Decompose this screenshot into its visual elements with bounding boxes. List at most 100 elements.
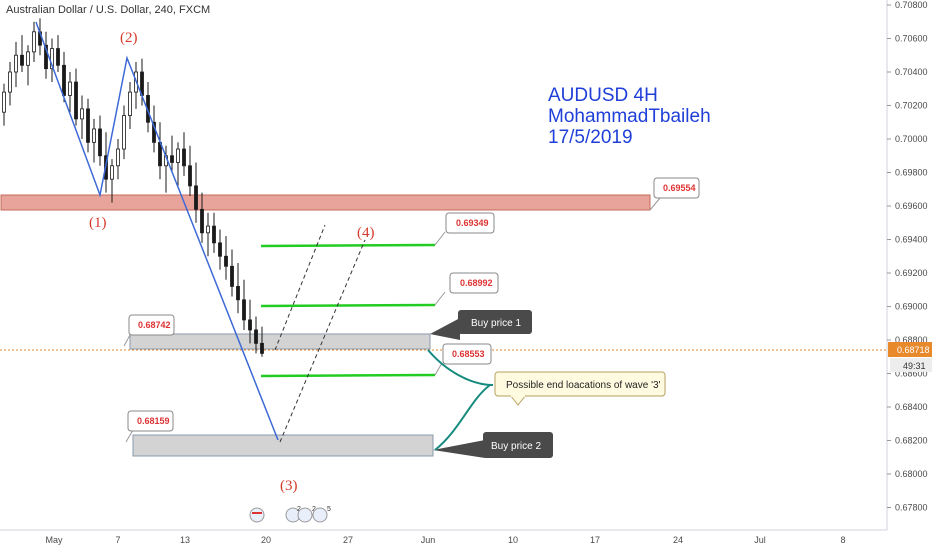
price-axis-ticks: 0.70800 0.70600 0.70400 0.70200 0.70000 0.698… bbox=[887, 0, 928, 513]
price-tick-label: 0.68600 bbox=[895, 369, 928, 379]
target-line-069349[interactable] bbox=[260, 243, 436, 248]
target-line-068992[interactable] bbox=[260, 303, 436, 308]
event-badge-count-3: 5 bbox=[327, 506, 331, 513]
callout-068159[interactable]: 0.68159 bbox=[125, 410, 174, 443]
target-line-068553[interactable] bbox=[260, 373, 436, 378]
annotation-line-2: MohammadTbaileh bbox=[548, 106, 711, 127]
current-price-text: 0.68718 bbox=[897, 345, 930, 355]
candle-body[interactable] bbox=[20, 54, 24, 66]
candle-body[interactable] bbox=[122, 115, 126, 150]
time-tick-label: 27 bbox=[343, 535, 353, 545]
candle-body[interactable] bbox=[254, 329, 258, 344]
price-tick-label: 0.70600 bbox=[895, 34, 928, 44]
projection-line-a[interactable] bbox=[274, 224, 326, 351]
price-tick-label: 0.68200 bbox=[895, 436, 928, 446]
wave3-note-text: Possible end loacations of wave '3' bbox=[506, 380, 661, 391]
price-tick-label: 0.68000 bbox=[895, 469, 928, 479]
candle-body[interactable] bbox=[176, 148, 180, 163]
callout-068159-text: 0.68159 bbox=[137, 416, 170, 426]
chart-title: Australian Dollar / U.S. Dollar, 240, FX… bbox=[6, 4, 210, 16]
price-tick-label: 0.70200 bbox=[895, 101, 928, 111]
price-tick-label: 0.69600 bbox=[895, 201, 928, 211]
callout-068742-text: 0.68742 bbox=[138, 320, 171, 330]
event-flag-icon-2[interactable] bbox=[297, 507, 313, 523]
annotation-line-3: 17/5/2019 bbox=[548, 127, 633, 148]
candle-body[interactable] bbox=[68, 81, 72, 96]
price-axis-panel[interactable] bbox=[887, 0, 932, 550]
price-tick-label: 0.68800 bbox=[895, 335, 928, 345]
candle-body[interactable] bbox=[212, 225, 216, 244]
callout-069349[interactable]: 0.69349 bbox=[434, 212, 495, 246]
candle-body[interactable] bbox=[206, 225, 210, 234]
candle-body[interactable] bbox=[98, 128, 102, 157]
candle-body[interactable] bbox=[116, 148, 120, 167]
candle-body[interactable] bbox=[224, 255, 228, 267]
candle-body[interactable] bbox=[32, 31, 36, 53]
time-axis-panel[interactable] bbox=[0, 531, 887, 550]
candle-body[interactable] bbox=[242, 299, 246, 321]
wave-label-2: (2) bbox=[120, 30, 138, 46]
price-tick-label: 0.68400 bbox=[895, 402, 928, 412]
event-badge-count-2: 2 bbox=[312, 506, 316, 513]
candle-body[interactable] bbox=[260, 342, 264, 354]
candle-body[interactable] bbox=[26, 51, 30, 66]
teal-curve-upper bbox=[427, 349, 494, 386]
candle-body[interactable] bbox=[128, 91, 132, 116]
callout-068742[interactable]: 0.68742 bbox=[123, 314, 175, 347]
candle-body[interactable] bbox=[8, 71, 12, 93]
candle-body[interactable] bbox=[236, 285, 240, 301]
callout-068553-text: 0.68553 bbox=[452, 349, 485, 359]
event-badges[interactable]: 2 2 5 bbox=[249, 506, 331, 523]
candle-body[interactable] bbox=[56, 48, 60, 66]
time-tick-label: Jul bbox=[754, 535, 766, 545]
price-tick-label: 0.69200 bbox=[895, 268, 928, 278]
callout-068992[interactable]: 0.68992 bbox=[434, 272, 499, 306]
candle-body[interactable] bbox=[200, 208, 204, 234]
candle-body[interactable] bbox=[92, 128, 96, 143]
price-tick-label: 0.70800 bbox=[895, 0, 928, 10]
candle-body[interactable] bbox=[152, 121, 156, 143]
candle-body[interactable] bbox=[182, 148, 186, 167]
callout-068992-text: 0.68992 bbox=[460, 278, 493, 288]
callout-069554-text: 0.69554 bbox=[663, 183, 696, 193]
candle-body[interactable] bbox=[230, 265, 234, 287]
event-flag-icon-3[interactable] bbox=[312, 507, 328, 523]
buy-price-1-label[interactable]: Buy price 1 bbox=[430, 310, 532, 340]
buy-price-2-label[interactable]: Buy price 2 bbox=[433, 432, 553, 458]
candle-body[interactable] bbox=[80, 108, 84, 120]
candle-body[interactable] bbox=[2, 91, 6, 113]
price-tick-label: 0.70000 bbox=[895, 134, 928, 144]
time-axis-ticks: May 7 13 20 27 Jun 10 17 24 Jul 8 bbox=[45, 535, 845, 545]
price-tick-label: 0.69400 bbox=[895, 235, 928, 245]
buy-zone-2[interactable] bbox=[132, 434, 434, 457]
resistance-zone[interactable] bbox=[0, 194, 651, 211]
buy-zone-1[interactable] bbox=[129, 333, 431, 350]
buy-price-1-text: Buy price 1 bbox=[471, 318, 521, 329]
candle-body[interactable] bbox=[74, 81, 78, 120]
annotation-line-1: AUDUSD 4H bbox=[548, 85, 658, 106]
time-tick-label: 10 bbox=[508, 535, 518, 545]
candle-body[interactable] bbox=[62, 64, 66, 96]
elliott-wave-path[interactable] bbox=[35, 21, 279, 441]
candle-body[interactable] bbox=[14, 54, 18, 73]
projection-line-b[interactable] bbox=[279, 239, 366, 443]
time-tick-label: 8 bbox=[840, 535, 845, 545]
time-tick-label: 20 bbox=[261, 535, 271, 545]
candle-body[interactable] bbox=[44, 44, 48, 70]
candle-body[interactable] bbox=[170, 155, 174, 163]
candle-body[interactable] bbox=[86, 108, 90, 143]
candle-body[interactable] bbox=[50, 48, 54, 70]
us-flag-icon[interactable] bbox=[249, 507, 265, 523]
candle-body[interactable] bbox=[188, 165, 192, 187]
teal-curve-lower bbox=[434, 384, 491, 451]
callout-069554[interactable]: 0.69554 bbox=[649, 177, 700, 211]
wave3-note[interactable]: Possible end loacations of wave '3' bbox=[494, 371, 666, 406]
candle-body[interactable] bbox=[218, 242, 222, 257]
candle-body[interactable] bbox=[194, 185, 198, 210]
candle-body[interactable] bbox=[248, 319, 252, 331]
current-price-badge: 0.68718 49:31 bbox=[888, 342, 932, 372]
time-tick-label: Jun bbox=[421, 535, 436, 545]
candle-body[interactable] bbox=[110, 165, 114, 180]
callout-068553[interactable]: 0.68553 bbox=[434, 343, 492, 376]
